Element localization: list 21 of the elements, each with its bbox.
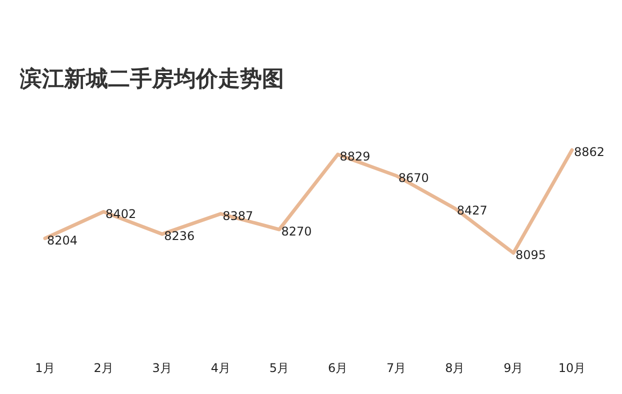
x-tick-label: 8月 bbox=[445, 361, 465, 375]
data-label: 8427 bbox=[456, 203, 488, 218]
x-tick-label: 3月 bbox=[152, 361, 172, 375]
data-label: 8829 bbox=[340, 149, 370, 164]
data-label: 8402 bbox=[106, 206, 136, 221]
x-tick-label: 9月 bbox=[504, 361, 524, 375]
data-label: 8095 bbox=[515, 248, 546, 262]
x-tick-label: 2月 bbox=[94, 361, 114, 375]
x-tick-label: 6月 bbox=[328, 361, 348, 375]
x-tick-label: 4月 bbox=[210, 361, 230, 375]
x-tick-label: 7月 bbox=[386, 361, 406, 375]
x-tick-label: 10月 bbox=[558, 361, 586, 375]
data-label: 8204 bbox=[47, 233, 78, 248]
data-label: 8670 bbox=[398, 170, 429, 185]
data-label: 8862 bbox=[574, 145, 605, 159]
x-tick-label: 5月 bbox=[269, 361, 290, 375]
x-tick-label: 1月 bbox=[35, 361, 55, 375]
data-label: 8236 bbox=[164, 229, 195, 244]
data-label: 8270 bbox=[281, 224, 312, 238]
data-label: 8387 bbox=[222, 208, 254, 223]
chart-title: 滨江新城二手房均价走势图 bbox=[19, 66, 284, 92]
